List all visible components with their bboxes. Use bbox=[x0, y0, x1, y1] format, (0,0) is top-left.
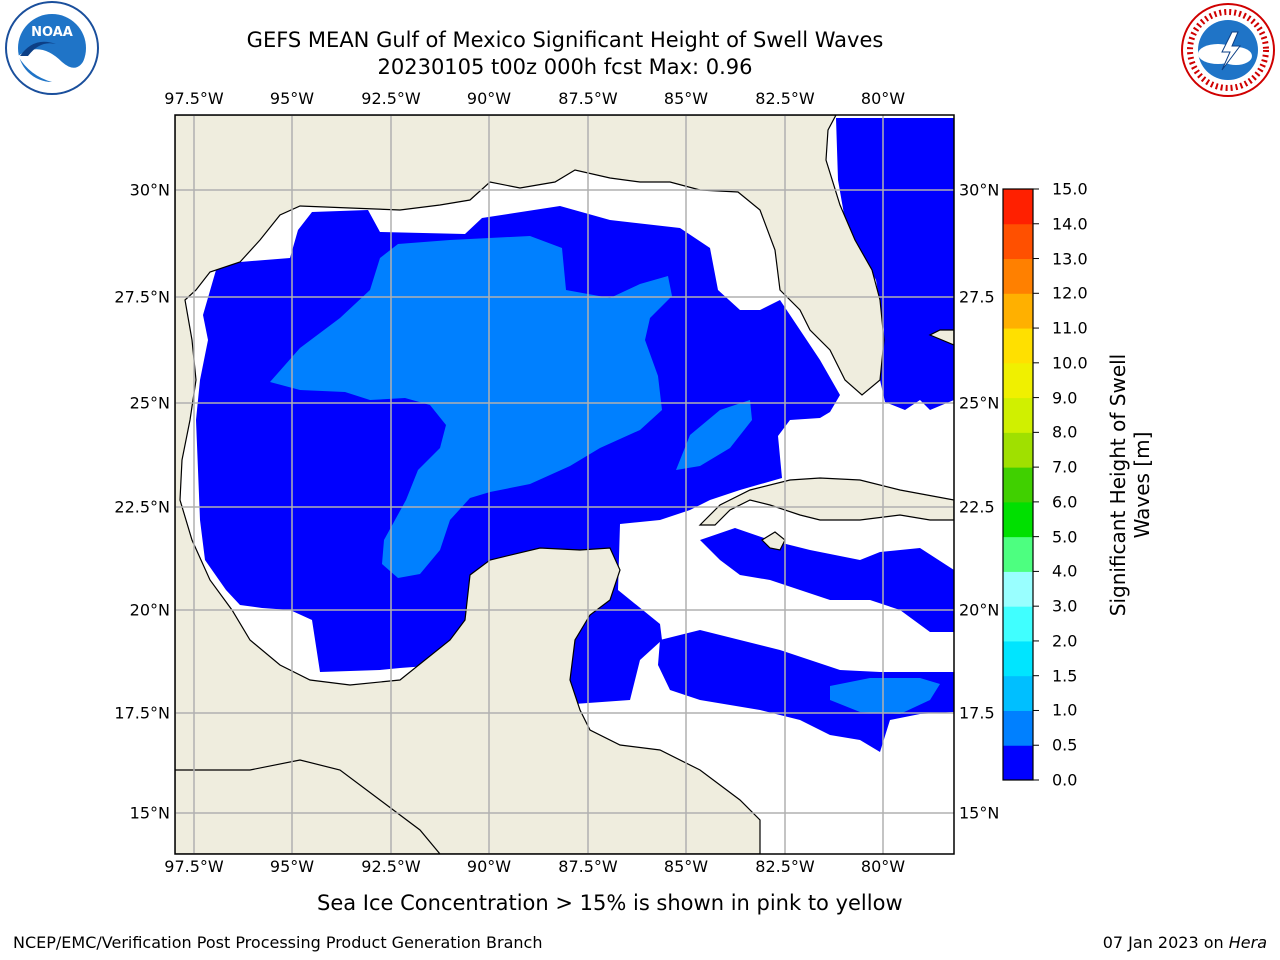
colorbar-tick-label: 5.0 bbox=[1052, 527, 1078, 547]
lat-label-right: 25°N bbox=[959, 393, 1000, 413]
colorbar-tick-label: 13.0 bbox=[1052, 249, 1088, 269]
colorbar-label: Significant Height of Swell Waves [m] bbox=[1106, 353, 1154, 617]
lon-label-bottom: 85°W bbox=[663, 857, 709, 876]
colorbar-tick-label: 8.0 bbox=[1052, 422, 1078, 442]
colorbar-tick-label: 3.0 bbox=[1052, 596, 1078, 616]
colorbar-tick-label: 11.0 bbox=[1052, 318, 1088, 338]
footer-host: Hera bbox=[1228, 933, 1267, 952]
lat-label-left: 27.5°N bbox=[114, 287, 170, 307]
lon-label-bottom: 92.5°W bbox=[361, 857, 421, 876]
colorbar-tick-label: 9.0 bbox=[1052, 388, 1078, 408]
colorbar-segment bbox=[1003, 223, 1033, 260]
colorbar-tick-label: 7.0 bbox=[1052, 457, 1078, 477]
lat-label-left: 17.5°N bbox=[114, 703, 170, 723]
lon-label-bottom: 82.5°W bbox=[755, 857, 815, 876]
lon-label-top: 90°W bbox=[466, 89, 512, 108]
lat-label-right: 15°N bbox=[959, 803, 1000, 823]
colorbar-segment bbox=[1003, 362, 1033, 399]
lon-label-bottom: 97.5°W bbox=[164, 857, 224, 876]
colorbar-segment bbox=[1003, 258, 1033, 294]
colorbar-tick-label: 1.5 bbox=[1052, 666, 1078, 686]
lat-label-left: 25°N bbox=[129, 393, 170, 413]
lon-label-bottom: 95°W bbox=[269, 857, 315, 876]
lon-label-bottom: 87.5°W bbox=[558, 857, 618, 876]
colorbar-segment bbox=[1003, 397, 1033, 433]
colorbar-tick-label: 4.0 bbox=[1052, 561, 1078, 581]
lon-label-top: 87.5°W bbox=[558, 89, 618, 108]
lon-label-top: 95°W bbox=[269, 89, 315, 108]
lat-label-left: 30°N bbox=[129, 180, 170, 200]
lat-label-left: 20°N bbox=[129, 600, 170, 620]
lat-label-right: 22.5 bbox=[959, 497, 995, 517]
colorbar-tick-label: 14.0 bbox=[1052, 214, 1088, 234]
lat-label-left: 15°N bbox=[129, 803, 170, 823]
colorbar-tick-label: 0.5 bbox=[1052, 735, 1078, 755]
colorbar-segment bbox=[1003, 571, 1033, 607]
colorbar-segment bbox=[1003, 710, 1033, 746]
footer-left: NCEP/EMC/Verification Post Processing Pr… bbox=[13, 933, 543, 952]
colorbar-segment bbox=[1003, 745, 1033, 781]
colorbar-tick-label: 15.0 bbox=[1052, 179, 1088, 199]
colorbar-segment bbox=[1003, 640, 1033, 677]
lat-label-right: 17.5 bbox=[959, 703, 995, 723]
colorbar-segment bbox=[1003, 501, 1033, 538]
colorbar-tick-label: 0.0 bbox=[1052, 770, 1078, 790]
colorbar-segment bbox=[1003, 675, 1033, 711]
nws-logo bbox=[1181, 3, 1275, 97]
lon-label-top: 97.5°W bbox=[164, 89, 224, 108]
lon-label-bottom: 80°W bbox=[860, 857, 906, 876]
map-frame bbox=[174, 114, 955, 855]
lat-label-right: 20°N bbox=[959, 600, 1000, 620]
colorbar bbox=[1002, 188, 1039, 781]
colorbar-segment bbox=[1003, 467, 1033, 503]
chart-title: GEFS MEAN Gulf of Mexico Significant Hei… bbox=[246, 28, 884, 52]
lat-label-right: 27.5 bbox=[959, 287, 995, 307]
colorbar-segment bbox=[1003, 189, 1033, 225]
lat-label-right: 30°N bbox=[959, 180, 1000, 200]
noaa-logo: NOAA bbox=[5, 1, 99, 95]
colorbar-frame bbox=[1002, 188, 1034, 781]
footer-right: 07 Jan 2023 on Hera bbox=[1102, 933, 1267, 952]
sea-ice-caption: Sea Ice Concentration > 15% is shown in … bbox=[317, 891, 903, 915]
colorbar-segment bbox=[1003, 293, 1033, 329]
chart-subtitle: 20230105 t00z 000h fcst Max: 0.96 bbox=[377, 55, 753, 79]
graticule bbox=[175, 115, 954, 854]
colorbar-segment bbox=[1003, 606, 1033, 642]
lon-label-top: 92.5°W bbox=[361, 89, 421, 108]
colorbar-tick-label: 10.0 bbox=[1052, 353, 1088, 373]
svg-text:NOAA: NOAA bbox=[31, 25, 73, 40]
colorbar-tick-label: 1.0 bbox=[1052, 700, 1078, 720]
colorbar-tick-label: 12.0 bbox=[1052, 283, 1088, 303]
lat-label-left: 22.5°N bbox=[114, 497, 170, 517]
lon-label-top: 82.5°W bbox=[755, 89, 815, 108]
lon-label-bottom: 90°W bbox=[466, 857, 512, 876]
colorbar-segment bbox=[1003, 536, 1033, 572]
colorbar-tick-label: 2.0 bbox=[1052, 631, 1078, 651]
colorbar-segment bbox=[1003, 328, 1033, 364]
colorbar-tick-label: 6.0 bbox=[1052, 492, 1078, 512]
colorbar-segment bbox=[1003, 432, 1033, 468]
lon-label-top: 85°W bbox=[663, 89, 709, 108]
lon-label-top: 80°W bbox=[860, 89, 906, 108]
